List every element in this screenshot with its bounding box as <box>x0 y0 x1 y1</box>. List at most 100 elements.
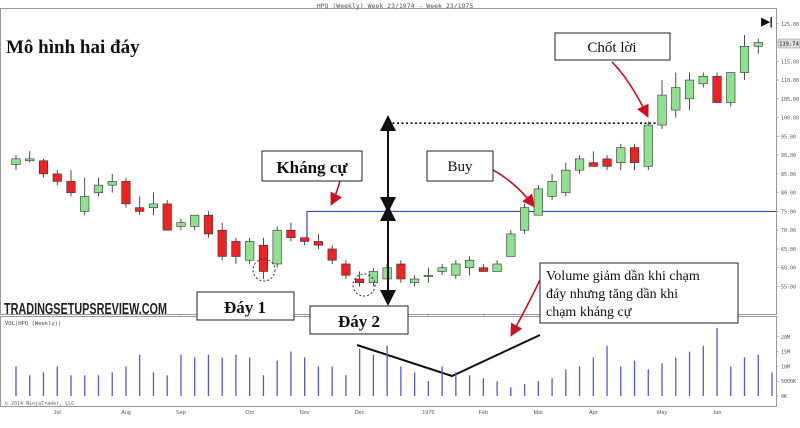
volume-v-shape <box>356 334 541 378</box>
price-tick-label: 80.00 <box>781 191 796 197</box>
bottom1-circle <box>252 258 276 282</box>
play-to-end-icon[interactable]: ▶| <box>760 16 773 28</box>
time-tick-label: Dec <box>355 410 365 416</box>
price-tick-label: 100.00 <box>781 116 799 122</box>
take-profit-pointer-arrow <box>611 61 649 118</box>
candle-up <box>190 214 200 227</box>
time-tick-label: May <box>657 410 668 416</box>
candle-down <box>66 181 76 193</box>
price-tick-label: 70.00 <box>781 228 796 234</box>
time-tick-label: Sep <box>176 410 186 416</box>
time-tick-label: Nov <box>300 410 310 416</box>
candle-up <box>107 181 117 186</box>
candle-up <box>533 188 543 216</box>
candle-down <box>355 278 365 284</box>
volume-series <box>15 327 773 396</box>
candle-up <box>616 147 626 163</box>
candle-up <box>492 263 502 272</box>
buy-label-box <box>426 150 494 182</box>
candle-down <box>203 214 213 235</box>
candle-up <box>11 158 21 165</box>
bottom2-label-box <box>309 305 409 335</box>
time-axis: Jul Aug Sep Oct Nov Dec 1975 Feb Mar Apr May Jun <box>54 314 722 416</box>
bottom1-label-box <box>196 291 295 321</box>
candle-down <box>300 237 310 242</box>
candle-down <box>162 203 172 231</box>
candle-up <box>465 259 475 269</box>
candle-down <box>327 248 337 261</box>
resistance-pointer-arrow <box>330 180 343 206</box>
price-tick-label: 125.00 <box>781 22 799 28</box>
candle-down <box>135 207 145 212</box>
price-tick-label: 105.00 <box>781 97 799 103</box>
price-tick-label: 115.00 <box>781 59 799 65</box>
bottom2-circle <box>352 273 376 297</box>
volume-tick-label: 20M <box>781 335 790 341</box>
candle-down <box>313 241 323 246</box>
candle-up <box>176 222 186 227</box>
time-tick-label: Apr <box>589 410 598 416</box>
time-tick-label: 1975 <box>422 410 434 416</box>
volume-note-line-1: Volume giảm dần khi chạm <box>546 269 700 284</box>
candle-up <box>437 267 447 272</box>
candle-up <box>643 124 653 167</box>
time-tick-label: Jun <box>713 410 722 416</box>
candle-up <box>451 263 461 276</box>
candle-up <box>671 87 681 111</box>
price-axis: 125.00120.00115.00110.00105.00100.0095.0… <box>776 22 799 290</box>
candle-down <box>258 244 268 272</box>
candle-up <box>520 207 530 231</box>
volume-note-line-2: đáy nhưng tăng dần khi <box>546 287 678 302</box>
candle-up <box>423 274 433 277</box>
volume-tick-label: 10M <box>781 364 790 370</box>
candle-down <box>217 229 227 257</box>
bottom1-label: Đáy 1 <box>224 298 266 317</box>
candle-up <box>25 158 35 162</box>
price-tick-label: 95.00 <box>781 134 796 140</box>
copyright-text: © 2014 NinjaTrader, LLC <box>5 401 74 407</box>
take-profit-label-box <box>554 32 671 61</box>
chart-header-title: HPQ (Weekly) Week 23/1974 - Week 23/1975 <box>317 2 474 10</box>
last-price-tag <box>777 38 800 49</box>
take-profit-label: Chốt lời <box>587 40 636 56</box>
buy-label: Buy <box>447 159 473 175</box>
bottom2-label: Đáy 2 <box>338 312 380 331</box>
price-tick-label: 65.00 <box>781 247 796 253</box>
candle-down <box>52 173 62 182</box>
buy-pointer-arrow <box>492 169 535 208</box>
candle-down <box>38 160 49 175</box>
time-tick-label: Mar <box>534 410 544 416</box>
candle-up <box>684 79 695 100</box>
candle-down <box>396 263 406 280</box>
candle-down <box>341 263 351 276</box>
price-tick-label: 60.00 <box>781 266 796 272</box>
time-tick-label: Aug <box>121 410 131 416</box>
price-tick-label: 55.00 <box>781 284 796 290</box>
time-tick-label: Oct <box>245 410 254 416</box>
candlestick-series <box>11 35 763 287</box>
resistance-label-box <box>261 150 363 182</box>
resistance-label: Kháng cự <box>276 158 348 177</box>
volume-panel-label: VOL(HPQ (Weekly)) <box>5 321 61 327</box>
candle-down <box>231 241 241 257</box>
candle-up <box>80 196 90 212</box>
candle-up <box>148 203 159 208</box>
candle-down <box>712 76 722 103</box>
candle-up <box>698 76 708 85</box>
time-tick-label: Jul <box>54 410 61 416</box>
last-price-value: 119.74 <box>779 41 800 47</box>
volume-note-line-3: chạm kháng cự <box>546 305 632 320</box>
candle-up <box>657 94 667 126</box>
price-tick-label: 85.00 <box>781 172 796 178</box>
candle-up <box>575 158 585 171</box>
candle-down <box>478 267 488 272</box>
candle-up <box>739 45 750 73</box>
candle-up <box>410 278 420 284</box>
candle-down <box>602 158 612 167</box>
main-title: Mô hình hai đáy <box>6 37 140 58</box>
candle-up <box>245 241 255 261</box>
candle-up <box>561 169 571 193</box>
volume-tick-label: 0K <box>781 394 787 400</box>
